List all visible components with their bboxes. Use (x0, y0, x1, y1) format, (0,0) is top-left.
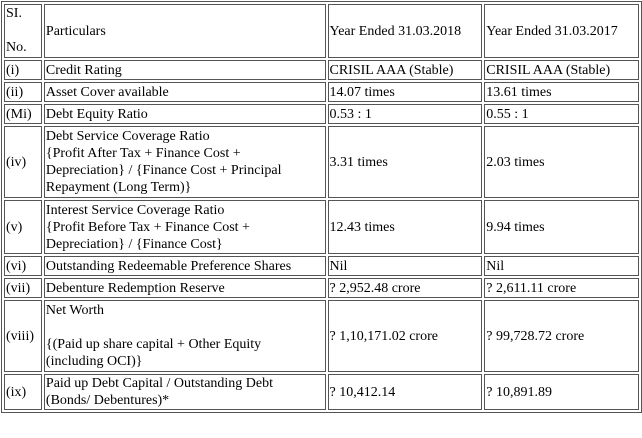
table-row: (iv) Debt Service Coverage Ratio {Profit… (4, 126, 639, 198)
particulars-line: Net Worth (45, 303, 105, 318)
particulars-line: {(Paid up share capital + Other Equity (45, 337, 262, 352)
sl-no-cell: (i) (4, 60, 42, 80)
value-2018-cell: 14.07 times (327, 82, 483, 102)
sl-header-line-2: No. (6, 40, 27, 55)
particulars-line: Debt Service Coverage Ratio (45, 129, 210, 144)
value-2018-cell: CRISIL AAA (Stable) (327, 60, 483, 80)
sl-no-cell: (vi) (4, 256, 42, 276)
value-2017-cell: 13.61 times (484, 82, 639, 102)
value-2017-cell: Nil (484, 256, 639, 276)
value-2017-cell: 9.94 times (484, 200, 639, 254)
particulars-cell: Debenture Redemption Reserve (43, 278, 326, 298)
table-row: (v) Interest Service Coverage Ratio {Pro… (4, 200, 639, 254)
sl-no-cell: (iv) (4, 126, 42, 198)
sl-no-cell: (ii) (4, 82, 42, 102)
particulars-line: Repayment (Long Term)} (45, 180, 192, 195)
particulars-line: Depreciation} / {Finance Cost} (45, 236, 223, 252)
sl-no-cell: (Mi) (4, 104, 42, 124)
table-row: (Mi) Debt Equity Ratio 0.53 : 1 0.55 : 1 (4, 104, 639, 124)
value-2017-cell: ? 2,611.11 crore (484, 278, 639, 298)
table-row: (ii) Asset Cover available 14.07 times 1… (4, 82, 639, 102)
particulars-cell: Credit Rating (43, 60, 326, 80)
table-row: (vii) Debenture Redemption Reserve ? 2,9… (4, 278, 639, 298)
sl-no-cell: (viii) (4, 300, 42, 372)
particulars-cell: Asset Cover available (43, 82, 326, 102)
year-2018-header: Year Ended 31.03.2018 (327, 4, 483, 58)
particulars-line: {Profit After Tax + Finance Cost + (45, 146, 241, 161)
sl-no-header: SI. No. (4, 4, 42, 58)
value-2018-cell: ? 1,10,171.02 crore (327, 300, 483, 372)
value-2017-cell: 2.03 times (484, 126, 639, 198)
table-row: (vi) Outstanding Redeemable Preference S… (4, 256, 639, 276)
header-row: SI. No. Particulars Year Ended 31.03.201… (4, 4, 639, 58)
particulars-cell: Net Worth {(Paid up share capital + Othe… (43, 300, 326, 372)
value-2017-cell: 0.55 : 1 (484, 104, 639, 124)
value-2018-cell: 0.53 : 1 (327, 104, 483, 124)
particulars-line: {Profit Before Tax + Finance Cost + (45, 219, 250, 235)
financial-ratios-table: SI. No. Particulars Year Ended 31.03.201… (1, 1, 642, 413)
value-2017-cell: CRISIL AAA (Stable) (484, 60, 639, 80)
sl-no-cell: (v) (4, 200, 42, 254)
particulars-line: (including OCI)} (45, 354, 143, 369)
particulars-cell: Paid up Debt Capital / Outstanding Debt … (43, 374, 326, 410)
particulars-cell: Outstanding Redeemable Preference Shares (43, 256, 326, 276)
particulars-line: Interest Service Coverage Ratio (45, 202, 225, 218)
sl-header-line-1: SI. (6, 6, 22, 21)
particulars-cell: Debt Equity Ratio (43, 104, 326, 124)
year-2017-header: Year Ended 31.03.2017 (484, 4, 639, 58)
particulars-header: Particulars (43, 4, 326, 58)
particulars-cell: Debt Service Coverage Ratio {Profit Afte… (43, 126, 326, 198)
table-row: (ix) Paid up Debt Capital / Outstanding … (4, 374, 639, 410)
particulars-cell: Interest Service Coverage Ratio {Profit … (43, 200, 326, 254)
sl-no-cell: (vii) (4, 278, 42, 298)
value-2018-cell: ? 10,412.14 (327, 374, 483, 410)
value-2018-cell: 3.31 times (327, 126, 483, 198)
value-2017-cell: ? 10,891.89 (484, 374, 639, 410)
value-2017-cell: ? 99,728.72 crore (484, 300, 639, 372)
sl-no-cell: (ix) (4, 374, 42, 410)
particulars-line: Depreciation} / {Finance Cost + Principa… (45, 163, 282, 178)
value-2018-cell: 12.43 times (327, 200, 483, 254)
particulars-line: (Bonds/ Debentures)* (45, 393, 170, 408)
value-2018-cell: Nil (327, 256, 483, 276)
particulars-line: Paid up Debt Capital / Outstanding Debt (45, 376, 274, 391)
table-row: (i) Credit Rating CRISIL AAA (Stable) CR… (4, 60, 639, 80)
value-2018-cell: ? 2,952.48 crore (327, 278, 483, 298)
table-row: (viii) Net Worth {(Paid up share capital… (4, 300, 639, 372)
